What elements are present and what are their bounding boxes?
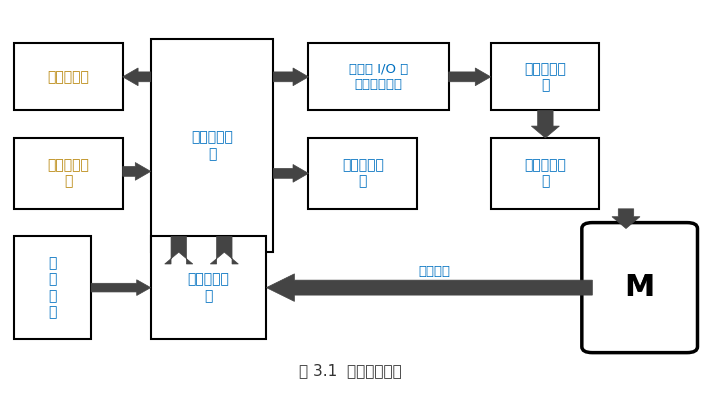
Polygon shape xyxy=(210,236,238,264)
Text: 功率变换电
路: 功率变换电 路 xyxy=(524,158,566,188)
Text: 速度显示电
路: 速度显示电 路 xyxy=(342,158,383,188)
Text: 程序下载电
路: 程序下载电 路 xyxy=(48,158,89,188)
Bar xyxy=(14,236,91,339)
Text: 工作指示灯: 工作指示灯 xyxy=(48,70,89,84)
Polygon shape xyxy=(123,163,151,180)
Text: 按
键
电
路: 按 键 电 路 xyxy=(48,256,57,319)
Text: 单片机 I/O 口
输出驱动电路: 单片机 I/O 口 输出驱动电路 xyxy=(349,63,408,91)
Bar xyxy=(491,43,599,110)
Bar xyxy=(151,236,266,339)
Bar xyxy=(151,39,273,252)
Polygon shape xyxy=(531,110,559,138)
Text: 霍尔信号: 霍尔信号 xyxy=(418,266,451,278)
Bar xyxy=(14,138,123,209)
Polygon shape xyxy=(449,68,491,86)
Text: 微机处理中
心: 微机处理中 心 xyxy=(191,131,233,161)
Text: 光耦隔离电
路: 光耦隔离电 路 xyxy=(188,273,229,303)
Polygon shape xyxy=(273,68,308,86)
Polygon shape xyxy=(91,280,151,296)
Text: M: M xyxy=(627,273,653,302)
FancyBboxPatch shape xyxy=(582,223,697,353)
Text: 图 3.1  系统原理框图: 图 3.1 系统原理框图 xyxy=(299,363,402,378)
Polygon shape xyxy=(273,165,308,182)
Bar xyxy=(308,43,449,110)
Text: M: M xyxy=(625,273,655,302)
Bar xyxy=(491,138,599,209)
Polygon shape xyxy=(123,68,151,86)
Polygon shape xyxy=(165,236,193,264)
Bar xyxy=(308,138,417,209)
Bar xyxy=(14,43,123,110)
Polygon shape xyxy=(266,274,592,301)
Text: 光耦隔离电
路: 光耦隔离电 路 xyxy=(524,62,566,92)
Polygon shape xyxy=(612,209,640,229)
